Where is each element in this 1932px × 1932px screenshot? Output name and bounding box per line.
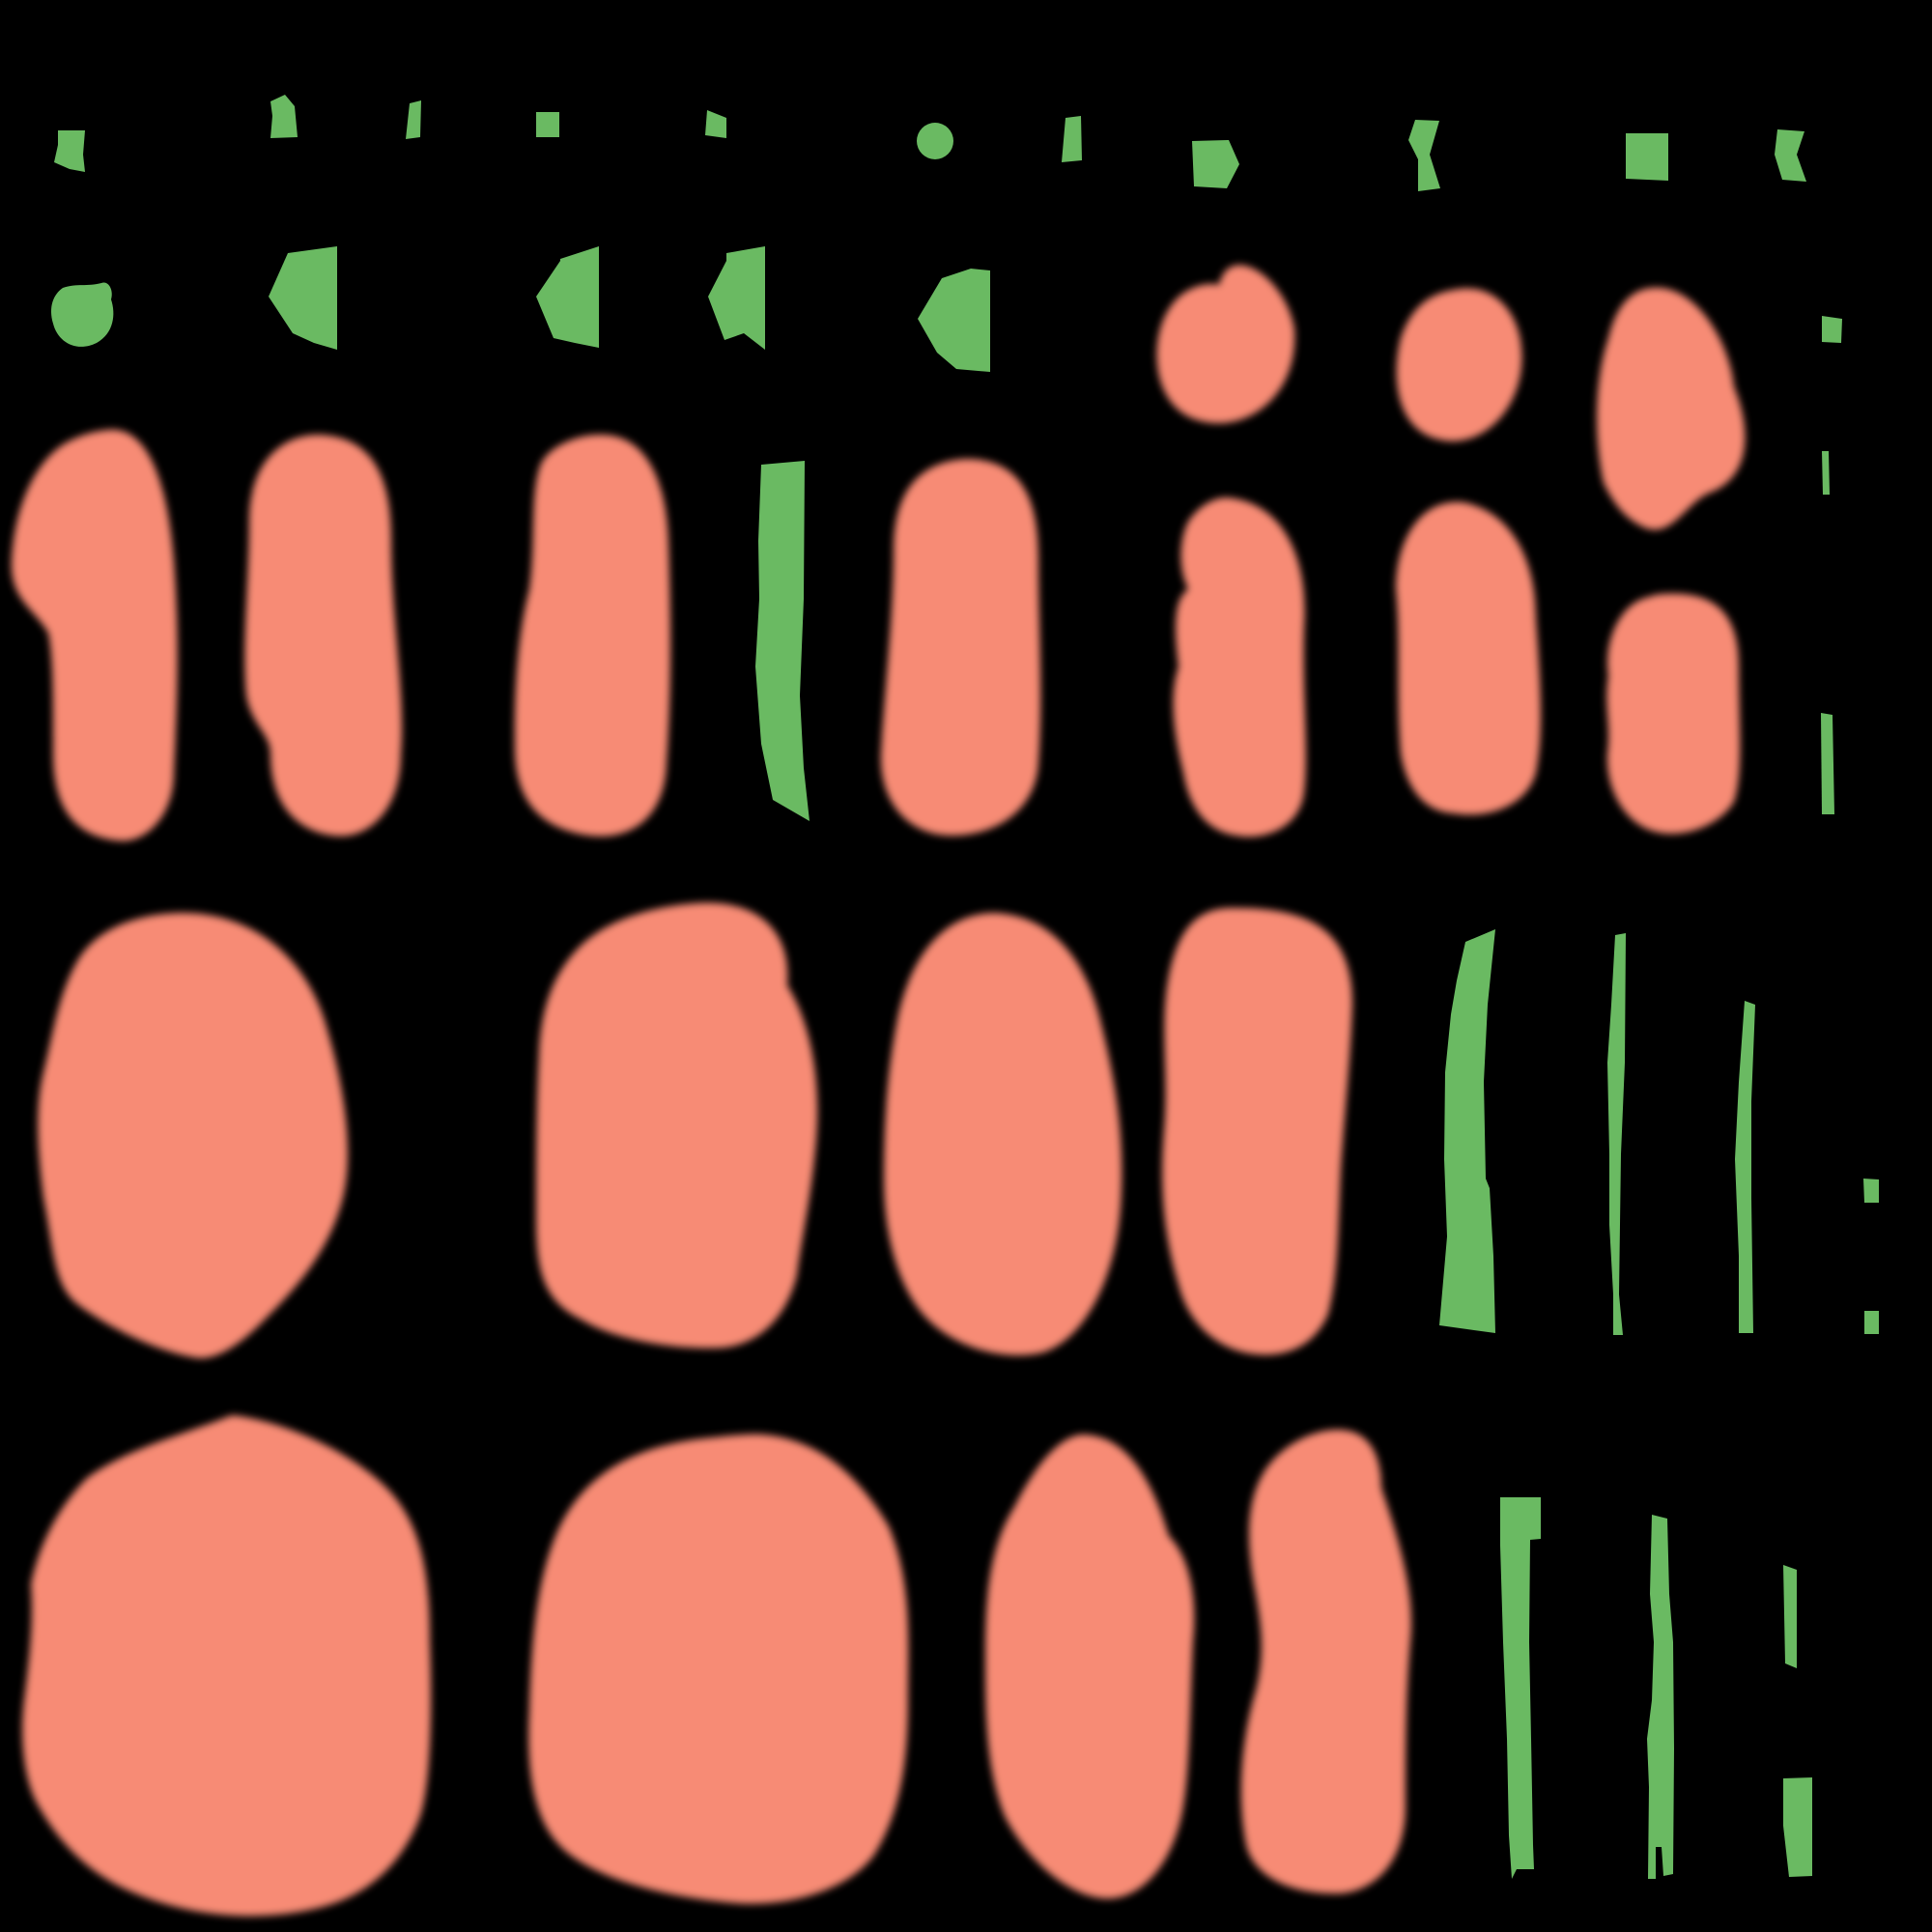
green-shape [270,95,298,138]
green-shape [1607,933,1626,1335]
green-shape [1408,120,1440,191]
green-shape [51,282,114,347]
green-shape [1735,1001,1755,1333]
salmon-blob [514,434,671,837]
salmon-blob [22,1415,432,1917]
green-regions-layer [51,95,1879,1879]
green-shape [755,461,810,821]
salmon-blob [880,459,1041,836]
green-shape [705,110,726,138]
green-shape [1062,116,1082,162]
salmon-blob [1396,501,1541,815]
salmon-blob [1396,288,1522,441]
salmon-blob [244,435,403,837]
green-shape [1864,1311,1879,1334]
green-shape [1775,129,1806,182]
salmon-blob [1240,1430,1411,1894]
salmon-blob [884,913,1122,1356]
green-shape [536,246,599,348]
salmon-blob [11,429,178,841]
green-shape [1626,133,1668,181]
salmon-blob [985,1435,1195,1899]
salmon-blob [1162,907,1352,1355]
salmon-blob [536,902,818,1349]
salmon-blob [38,913,348,1358]
green-shape [536,112,559,137]
green-shape [1822,451,1830,495]
salmon-blob [1597,287,1746,530]
green-shape [1192,140,1239,188]
green-shape [1500,1497,1541,1879]
green-shape [1863,1179,1879,1203]
green-shape [708,246,765,350]
green-shape [1783,1565,1797,1668]
green-shape [918,269,990,372]
green-shape [1822,316,1842,343]
salmon-blob [1173,497,1306,838]
green-shape [1821,713,1834,814]
green-shape [917,123,953,159]
salmon-regions-layer [11,265,1746,1917]
green-shape [269,246,337,350]
salmon-blob [1156,265,1295,424]
green-shape [54,130,85,172]
green-shape [1647,1515,1674,1879]
salmon-blob [1606,593,1741,835]
green-shape [1783,1777,1812,1877]
salmon-blob [528,1434,909,1904]
green-shape [1439,929,1495,1333]
green-shape [406,100,421,139]
